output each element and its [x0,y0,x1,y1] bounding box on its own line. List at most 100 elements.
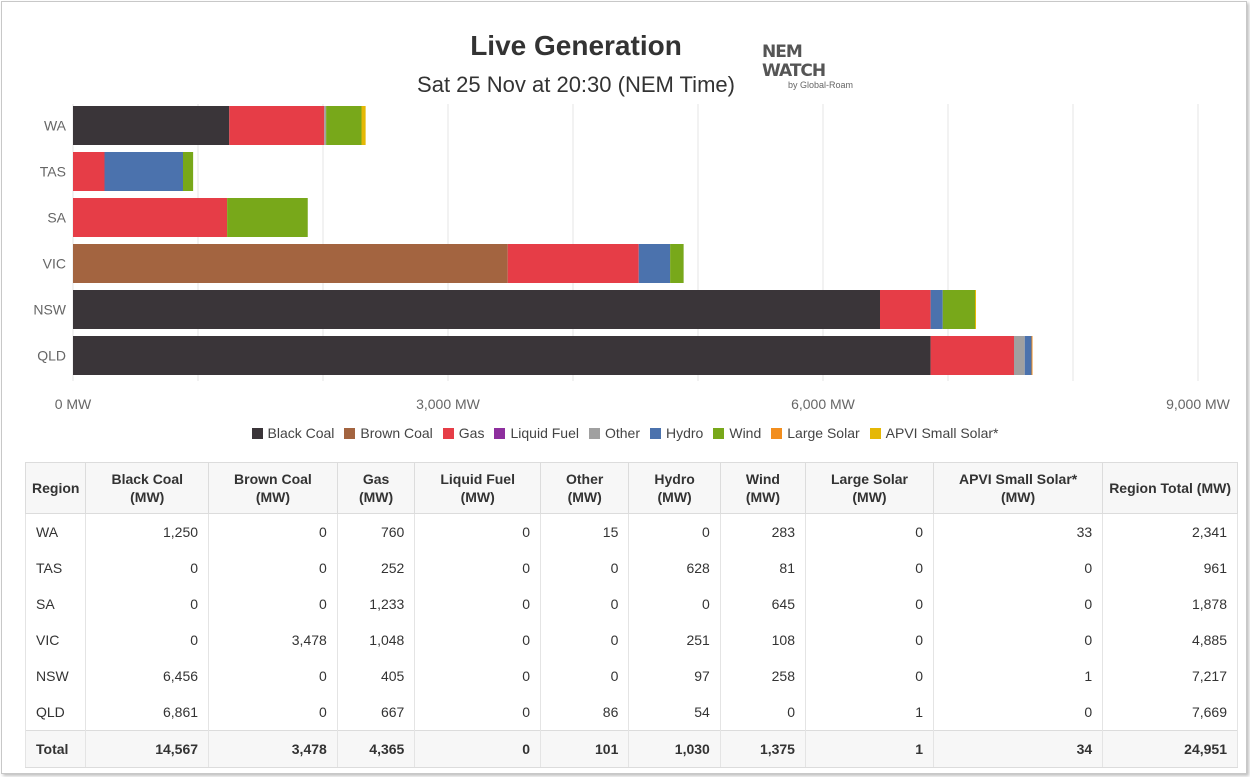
bar-wa-other[interactable] [324,106,327,145]
y-tick-label-qld: QLD [37,348,66,364]
column-header[interactable]: APVI Small Solar* (MW) [932,462,1104,514]
value-cell: 0 [804,586,935,622]
column-header[interactable]: Hydro (MW) [628,462,721,514]
legend-swatch [650,428,661,439]
table-header-row: Region Black Coal (MW) Brown Coal (MW) Gas … [24,462,1238,514]
column-header[interactable]: Liquid Fuel (MW) [414,462,541,514]
x-tick-label: 3,000 MW [416,396,481,412]
legend-item-large-solar[interactable]: Large Solar [771,425,860,441]
value-cell: 2,341 [1102,513,1238,550]
value-cell: 0 [414,694,541,731]
logo-line-3: by Global-Roam [788,80,854,90]
bar-sa-wind[interactable] [227,198,308,237]
bar-nsw-apvi-small-solar-[interactable] [975,290,976,329]
bar-nsw-wind[interactable] [942,290,975,329]
legend-label: Wind [729,425,762,441]
legend-item-gas[interactable]: Gas [442,425,484,441]
value-cell: 4,365 [336,730,416,768]
bar-nsw-gas[interactable] [880,290,931,329]
column-header[interactable]: Other (MW) [539,462,630,514]
bar-tas-hydro[interactable] [104,152,184,191]
value-cell: 0 [414,550,541,586]
legend-item-brown-coal[interactable]: Brown Coal [344,425,433,441]
column-header[interactable]: Region [24,462,87,514]
column-header[interactable]: Wind (MW) [719,462,806,514]
value-cell: 0 [719,694,806,731]
bar-qld-other[interactable] [1014,336,1025,375]
bar-qld-gas[interactable] [930,336,1014,375]
legend-label: Large Solar [787,425,860,441]
value-cell: 0 [539,658,630,694]
bar-wa-wind[interactable] [326,106,362,145]
bar-tas-wind[interactable] [183,152,194,191]
value-cell: 258 [719,658,806,694]
legend-item-liquid-fuel[interactable]: Liquid Fuel [494,425,579,441]
bar-sa-gas[interactable] [73,198,228,237]
bar-qld-black-coal[interactable] [73,336,931,375]
value-cell: 1,375 [719,730,806,768]
x-tick-label: 9,000 MW [1166,396,1231,412]
bar-wa-apvi-small-solar-[interactable] [361,106,366,145]
value-cell: 0 [932,622,1104,658]
region-cell: QLD [24,694,87,731]
y-tick-label-wa: WA [44,118,67,134]
region-cell: NSW [24,658,87,694]
bar-qld-large-solar[interactable] [1031,336,1033,375]
value-cell: 1 [804,730,935,768]
value-cell: 0 [804,622,935,658]
table-row: NSW 6,456 0 405 0 0 97 258 0 1 7,217 [24,658,1238,694]
value-cell: 0 [414,658,541,694]
value-cell: 0 [208,658,338,694]
y-tick-label-tas: TAS [40,164,66,180]
value-cell: 6,456 [85,658,210,694]
bar-chart: 0 MW 3,000 MW 6,000 MW 9,000 MW WA TAS SA VIC NS… [33,104,1231,412]
value-cell: 15 [539,513,630,550]
region-cell: Total [24,730,87,768]
value-cell: 0 [539,586,630,622]
legend-item-black-coal[interactable]: Black Coal [251,425,334,441]
bar-tas-gas[interactable] [73,152,105,191]
value-cell: 0 [628,586,721,622]
legend-item-other[interactable]: Other [588,425,640,441]
column-header[interactable]: Black Coal (MW) [85,462,210,514]
logo-line-1: NEM [762,42,803,62]
value-cell: 81 [719,550,806,586]
table-row: QLD 6,861 0 667 0 86 54 0 1 0 7,669 [24,694,1238,731]
value-cell: 0 [85,550,210,586]
value-cell: 0 [539,550,630,586]
column-header[interactable]: Large Solar (MW) [804,462,935,514]
bar-vic-brown-coal[interactable] [73,244,508,283]
column-header[interactable]: Brown Coal (MW) [208,462,338,514]
value-cell: 14,567 [85,730,210,768]
column-header[interactable]: Region Total (MW) [1102,462,1238,514]
value-cell: 3,478 [208,730,338,768]
legend-item-apvi-small-solar-[interactable]: APVI Small Solar* [869,425,998,441]
legend-item-wind[interactable]: Wind [713,425,761,441]
value-cell: 760 [336,513,416,550]
bar-wa-black-coal[interactable] [73,106,230,145]
bar-nsw-black-coal[interactable] [73,290,880,329]
value-cell: 0 [414,513,541,550]
bar-vic-gas[interactable] [507,244,639,283]
legend-item-hydro[interactable]: Hydro [650,425,703,441]
bar-wa-gas[interactable] [229,106,325,145]
value-cell: 0 [208,694,338,731]
legend-swatch [494,428,506,439]
value-cell: 1,878 [1102,586,1238,622]
legend-swatch [713,428,725,439]
table-row: SA 0 0 1,233 0 0 0 645 0 0 1,878 [24,586,1238,622]
region-cell: VIC [24,622,87,658]
table-row: VIC 0 3,478 1,048 0 0 251 108 0 0 4,885 [24,622,1238,658]
bar-vic-hydro[interactable] [638,244,671,283]
value-cell: 1 [804,694,935,731]
value-cell: 1,250 [85,513,210,550]
value-cell: 252 [336,550,416,586]
legend-swatch [251,428,263,439]
bar-qld-hydro[interactable] [1024,336,1032,375]
value-cell: 0 [208,550,338,586]
legend-label: Hydro [666,425,704,441]
column-header[interactable]: Gas (MW) [336,462,416,514]
bar-vic-wind[interactable] [670,244,684,283]
legend-label: Brown Coal [360,425,433,441]
bar-nsw-hydro[interactable] [930,290,943,329]
